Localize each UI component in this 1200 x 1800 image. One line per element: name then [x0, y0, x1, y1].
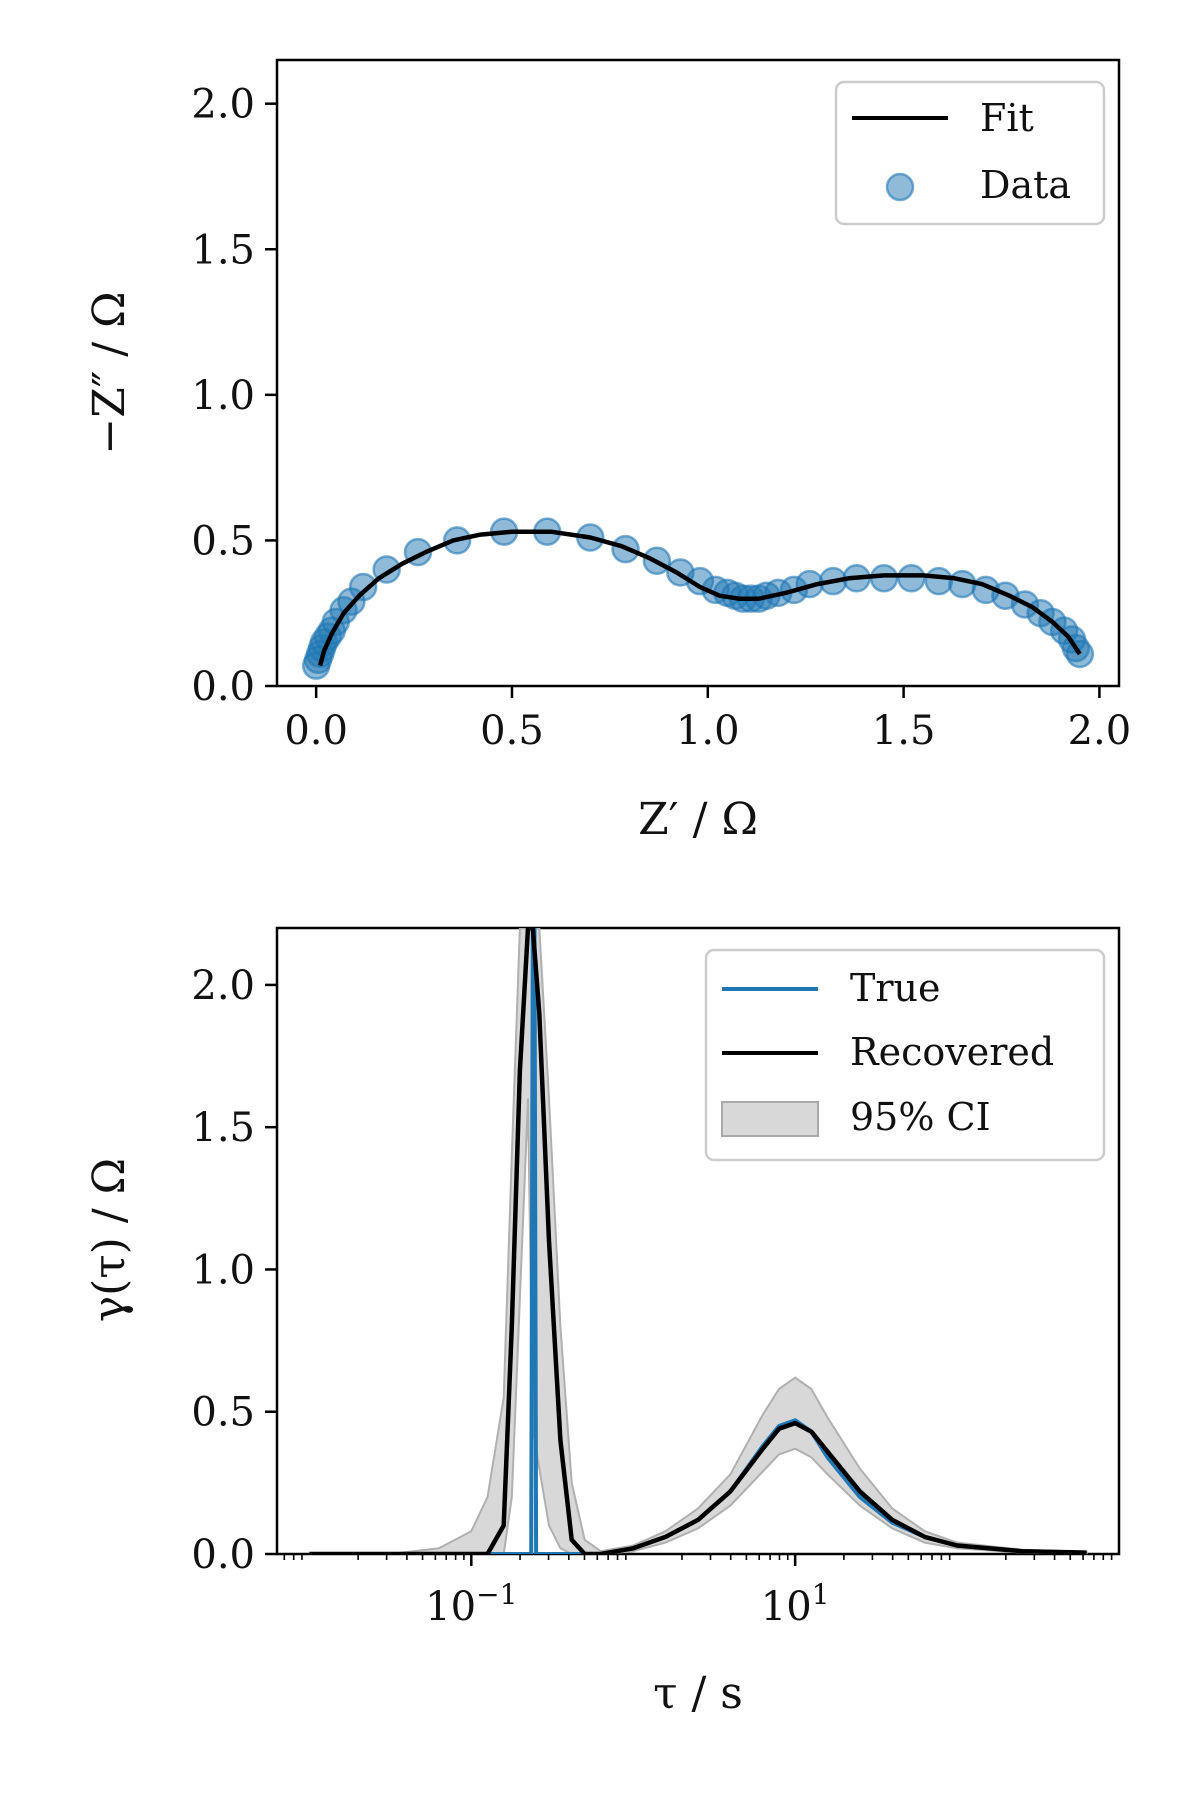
ci-band: [309, 928, 1088, 1554]
drt-y-tick-label: 2.0: [191, 963, 255, 1009]
data-point: [897, 564, 926, 593]
nyquist-plot-area: [301, 517, 1095, 680]
nyquist-x-axis-label: Z′ / Ω: [638, 794, 758, 845]
data-point: [924, 566, 954, 596]
drt-y-tick-label: 1.5: [191, 1105, 255, 1151]
nyquist-x-tick-label: 0.0: [284, 708, 348, 754]
legend-true-label: True: [850, 966, 940, 1010]
nyquist-y-tick-label: 1.5: [191, 227, 255, 273]
legend-fit-label: Fit: [980, 96, 1034, 140]
nyquist-x-tick-label: 1.5: [872, 708, 936, 754]
drt-ticks: 10−1 101 0.0 0.5 1.0 1.5 2.0: [191, 963, 1113, 1630]
legend-data-label: Data: [980, 163, 1071, 207]
nyquist-y-tick-label: 0.5: [191, 518, 255, 564]
drt-panel: 10−1 101 0.0 0.5 1.0 1.5 2.0 τ / s γ(τ) / Ω Tr…: [84, 926, 1121, 1719]
nyquist-x-tick-label: 0.5: [480, 708, 544, 754]
drt-y-tick-label: 1.0: [191, 1247, 255, 1293]
nyquist-y-axis-label: −Z″ / Ω: [84, 291, 135, 454]
drt-plot-area: [309, 928, 1088, 1554]
nyquist-y-tick-label: 0.0: [191, 664, 255, 710]
nyquist-x-tick-label: 1.0: [676, 708, 740, 754]
drt-x-tick-label: 10−1: [425, 1578, 517, 1630]
legend-recovered-label: Recovered: [850, 1030, 1054, 1074]
nyquist-y-tick-label: 2.0: [191, 82, 255, 128]
legend-ci-swatch: [721, 1101, 819, 1137]
drt-x-tick-label: 101: [761, 1578, 830, 1630]
nyquist-y-tick-label: 1.0: [191, 373, 255, 419]
data-point: [348, 572, 378, 602]
nyquist-ticks: 0.0 0.5 1.0 1.5 2.0 0.0 0.5 1.0 1.5 2.0: [191, 82, 1131, 754]
nyquist-x-tick-label: 2.0: [1068, 708, 1132, 754]
drt-legend: True Recovered 95% CI: [704, 948, 1106, 1162]
nyquist-panel: 0.0 0.5 1.0 1.5 2.0 0.0 0.5 1.0 1.5 2.0 Z′ / Ω −Z…: [84, 58, 1131, 845]
drt-y-tick-label: 0.5: [191, 1390, 255, 1436]
drt-y-axis-label: γ(τ) / Ω: [84, 1158, 135, 1322]
legend-ci-label: 95% CI: [850, 1095, 991, 1139]
nyquist-legend: Fit Data: [834, 80, 1106, 226]
legend-data-swatch: [885, 172, 915, 202]
recovered-line: [309, 928, 1087, 1554]
fit-line: [317, 529, 1082, 667]
drt-x-axis-label: τ / s: [653, 1668, 743, 1719]
drt-y-tick-label: 0.0: [191, 1532, 255, 1578]
